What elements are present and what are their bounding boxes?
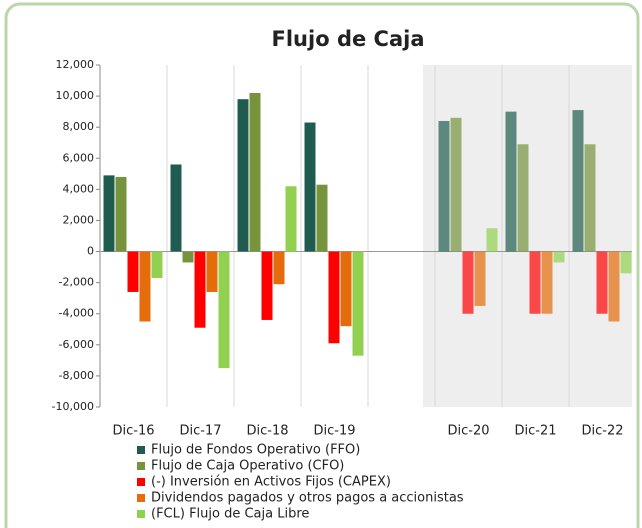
x-tick-label: Dic-16	[112, 424, 154, 439]
x-tick-label: Dic-22	[581, 424, 623, 439]
bar	[517, 144, 529, 252]
bar	[273, 251, 285, 285]
bar	[206, 251, 218, 292]
bar	[505, 111, 517, 252]
bar	[285, 186, 297, 252]
bar	[127, 251, 139, 292]
chart-title: Flujo de Caja	[272, 27, 425, 51]
bar	[608, 251, 620, 322]
bar	[218, 251, 230, 369]
y-tick-label: 0	[87, 245, 94, 258]
bar	[438, 120, 450, 252]
y-tick-label: -6,000	[59, 338, 94, 351]
bar	[541, 251, 553, 314]
x-tick-label: Dic-20	[447, 424, 489, 439]
x-tick-label: Dic-18	[246, 424, 288, 439]
y-tick-label: 4,000	[63, 182, 95, 195]
y-tick-label: 10,000	[56, 89, 95, 102]
y-tick-label: -8,000	[59, 369, 94, 382]
legend-swatch	[137, 494, 145, 502]
x-tick-label: Dic-17	[179, 424, 221, 439]
bar	[352, 251, 364, 356]
legend-swatch	[137, 446, 145, 454]
x-tick-label: Dic-21	[514, 424, 556, 439]
bar	[529, 251, 541, 314]
bar	[103, 175, 115, 252]
bar	[340, 251, 352, 327]
bar	[170, 164, 182, 252]
y-tick-label: 8,000	[63, 120, 95, 133]
bar	[139, 251, 151, 322]
bar	[450, 117, 462, 252]
y-tick-label: 6,000	[63, 151, 95, 164]
y-tick-label: 2,000	[63, 213, 95, 226]
bar	[596, 251, 608, 314]
bar	[462, 251, 474, 314]
bar	[316, 184, 328, 252]
bar	[237, 99, 249, 252]
y-tick-label: 12,000	[56, 58, 95, 71]
bar	[572, 110, 584, 252]
x-tick-label: Dic-19	[313, 424, 355, 439]
legend-label: Flujo de Fondos Operativo (FFO)	[151, 443, 360, 458]
bar	[474, 251, 486, 306]
y-tick-label: -4,000	[59, 307, 94, 320]
bar	[194, 251, 206, 328]
bar	[249, 92, 261, 252]
bar	[151, 251, 163, 278]
bar	[261, 251, 273, 320]
legend-swatch	[137, 462, 145, 470]
bar	[182, 251, 194, 263]
legend-swatch	[137, 510, 145, 518]
bar	[304, 122, 316, 252]
bar	[115, 176, 127, 252]
y-tick-label: -10,000	[52, 400, 94, 413]
legend-label: (-) Inversión en Activos Fijos (CAPEX)	[151, 475, 391, 490]
bar	[328, 251, 340, 344]
y-tick-label: -2,000	[59, 276, 94, 289]
legend-label: Flujo de Caja Operativo (CFO)	[151, 459, 344, 474]
bar	[553, 251, 565, 263]
bar	[620, 251, 632, 274]
bar	[584, 144, 596, 252]
legend-label: Dividendos pagados y otros pagos a accio…	[151, 491, 464, 506]
bar	[486, 228, 498, 252]
legend-swatch	[137, 478, 145, 486]
legend-label: (FCL) Flujo de Caja Libre	[151, 507, 309, 522]
